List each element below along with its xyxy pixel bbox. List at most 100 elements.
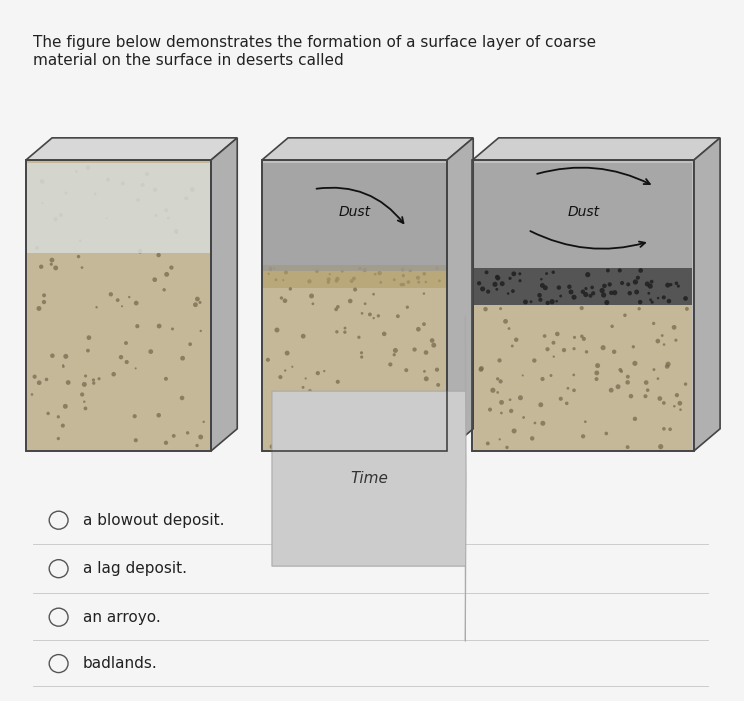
Point [491, 271, 503, 283]
Point [265, 263, 277, 274]
Point [576, 331, 588, 342]
Polygon shape [211, 138, 237, 451]
Point [612, 381, 624, 393]
Point [281, 348, 293, 359]
Point [608, 346, 620, 358]
Point [654, 393, 666, 404]
Polygon shape [263, 265, 446, 288]
Point [271, 325, 283, 336]
Point [168, 430, 180, 442]
Point [266, 441, 278, 452]
FancyArrowPatch shape [272, 316, 466, 641]
Text: Dust: Dust [567, 205, 599, 219]
Point [105, 289, 117, 300]
Point [412, 272, 424, 283]
Point [652, 292, 664, 304]
Point [548, 337, 559, 348]
Point [112, 294, 124, 306]
Point [648, 318, 660, 329]
Point [50, 214, 62, 225]
Point [330, 275, 342, 287]
Point [568, 369, 580, 381]
Point [390, 433, 402, 444]
Point [46, 254, 58, 266]
Point [548, 351, 559, 362]
Point [548, 266, 559, 278]
Point [52, 411, 64, 423]
Polygon shape [447, 138, 473, 451]
Point [33, 377, 45, 388]
Point [82, 162, 94, 173]
Point [526, 433, 538, 444]
Point [378, 432, 390, 443]
Point [505, 405, 517, 416]
Point [121, 356, 132, 367]
Point [664, 423, 676, 435]
Point [578, 333, 590, 344]
Point [50, 262, 62, 273]
Polygon shape [26, 160, 211, 451]
Point [434, 275, 446, 287]
Point [606, 321, 618, 332]
Point [580, 283, 592, 294]
Point [195, 431, 207, 442]
Point [661, 361, 673, 372]
Point [162, 212, 174, 224]
Polygon shape [474, 163, 693, 268]
Point [503, 323, 515, 334]
Point [539, 283, 551, 294]
Point [38, 297, 50, 308]
Point [348, 273, 360, 284]
Point [89, 189, 101, 200]
Point [60, 401, 71, 412]
Point [313, 408, 325, 419]
Point [187, 184, 199, 195]
Point [332, 273, 344, 285]
Point [62, 377, 74, 388]
Point [132, 320, 144, 332]
Point [332, 376, 344, 388]
Point [368, 289, 379, 300]
Point [310, 389, 321, 400]
Point [568, 385, 580, 396]
Point [641, 278, 653, 290]
Point [670, 334, 682, 346]
Point [504, 394, 516, 405]
Text: The figure below demonstrates the formation of a surface layer of coarse
materia: The figure below demonstrates the format… [33, 35, 597, 68]
Point [491, 284, 503, 295]
Point [663, 296, 675, 307]
Point [561, 397, 573, 409]
Point [160, 205, 172, 216]
Point [160, 373, 172, 384]
Point [298, 331, 310, 342]
Point [88, 374, 100, 386]
Point [324, 268, 336, 280]
Point [576, 302, 588, 313]
Point [681, 304, 693, 315]
Point [514, 275, 526, 286]
Point [580, 346, 592, 358]
Point [515, 392, 527, 403]
Point [78, 396, 90, 407]
Point [492, 273, 504, 284]
Point [484, 404, 496, 415]
Point [117, 178, 129, 189]
Point [120, 337, 132, 348]
Point [413, 276, 425, 287]
Point [662, 359, 674, 370]
Polygon shape [474, 268, 693, 306]
Point [539, 330, 551, 341]
Point [558, 344, 570, 355]
Point [307, 298, 319, 309]
Point [91, 301, 103, 313]
Point [542, 297, 554, 308]
Point [489, 279, 501, 290]
Point [658, 339, 670, 350]
Point [644, 294, 656, 306]
Point [195, 325, 207, 336]
Point [658, 397, 670, 409]
Point [311, 266, 323, 277]
Point [330, 304, 342, 315]
Point [158, 284, 170, 295]
Point [332, 301, 344, 313]
